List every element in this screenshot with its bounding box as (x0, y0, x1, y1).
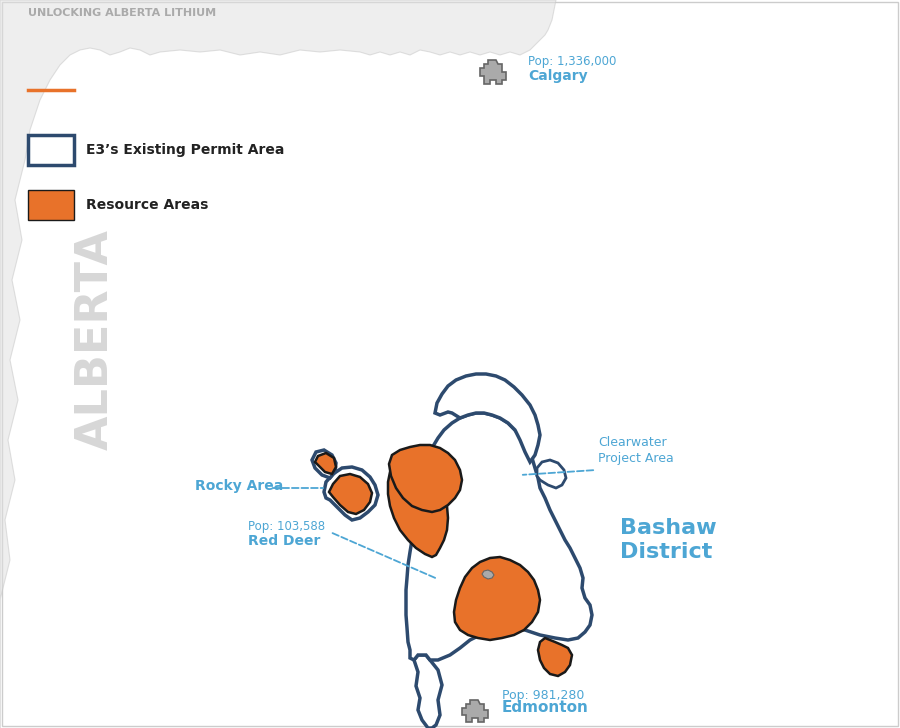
Polygon shape (312, 450, 336, 478)
Text: Pop: 1,336,000: Pop: 1,336,000 (528, 55, 616, 68)
Polygon shape (389, 445, 462, 512)
Text: Calgary: Calgary (528, 69, 588, 83)
Polygon shape (414, 655, 442, 728)
FancyBboxPatch shape (28, 190, 74, 220)
Text: E3’s Existing Permit Area: E3’s Existing Permit Area (86, 143, 284, 157)
Polygon shape (480, 60, 506, 84)
Text: ALBERTA: ALBERTA (74, 229, 116, 451)
Polygon shape (0, 0, 556, 728)
Text: UNLOCKING ALBERTA LITHIUM: UNLOCKING ALBERTA LITHIUM (28, 8, 216, 18)
Polygon shape (482, 570, 494, 579)
Polygon shape (435, 374, 540, 462)
Polygon shape (329, 474, 372, 514)
Polygon shape (537, 460, 566, 488)
Text: Pop: 981,280: Pop: 981,280 (502, 689, 584, 702)
Polygon shape (406, 413, 592, 660)
Polygon shape (454, 557, 540, 640)
Text: Pop: 103,588: Pop: 103,588 (248, 520, 325, 533)
Text: Edmonton: Edmonton (502, 700, 589, 716)
FancyBboxPatch shape (28, 135, 74, 165)
Text: Bashaw
District: Bashaw District (620, 518, 716, 563)
Text: Clearwater
Project Area: Clearwater Project Area (598, 436, 674, 465)
Polygon shape (538, 638, 572, 676)
Text: Red Deer: Red Deer (248, 534, 320, 548)
Polygon shape (388, 456, 448, 557)
Text: Resource Areas: Resource Areas (86, 198, 209, 212)
Polygon shape (315, 453, 336, 474)
Polygon shape (324, 467, 378, 520)
Polygon shape (462, 700, 488, 722)
Text: Rocky Area: Rocky Area (195, 479, 284, 493)
